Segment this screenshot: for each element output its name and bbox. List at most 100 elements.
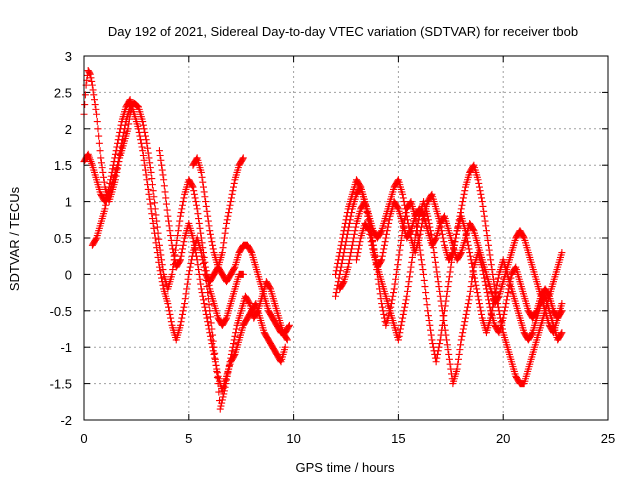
data-point bbox=[218, 249, 226, 257]
data-point bbox=[208, 238, 216, 246]
data-point bbox=[166, 227, 174, 235]
data-point bbox=[432, 263, 440, 271]
data-point bbox=[230, 352, 238, 360]
x-axis-label: GPS time / hours bbox=[296, 460, 395, 475]
data-point bbox=[445, 278, 453, 286]
data-point bbox=[146, 195, 154, 203]
data-point bbox=[488, 307, 496, 315]
data-point bbox=[377, 257, 385, 265]
data-point bbox=[141, 166, 149, 174]
data-point bbox=[438, 230, 446, 238]
data-point bbox=[446, 268, 454, 276]
data-point bbox=[139, 147, 147, 155]
data-point bbox=[151, 234, 159, 242]
data-point bbox=[428, 336, 436, 344]
data-point bbox=[480, 212, 488, 220]
data-point bbox=[420, 276, 428, 284]
data-point bbox=[151, 229, 159, 237]
data-point bbox=[404, 283, 412, 291]
data-point bbox=[201, 193, 209, 201]
data-point bbox=[375, 280, 383, 288]
data-point bbox=[139, 151, 147, 159]
data-point bbox=[97, 159, 105, 167]
data-point bbox=[482, 281, 490, 289]
data-point bbox=[103, 194, 111, 202]
data-point bbox=[178, 314, 186, 322]
data-point bbox=[205, 301, 213, 309]
data-point bbox=[137, 136, 145, 144]
data-point bbox=[348, 245, 356, 253]
data-point bbox=[192, 155, 200, 163]
data-point bbox=[95, 139, 103, 147]
data-point bbox=[204, 318, 212, 326]
data-point bbox=[141, 161, 149, 169]
data-point bbox=[379, 307, 387, 315]
data-point bbox=[466, 252, 474, 260]
data-point bbox=[223, 216, 231, 224]
data-point bbox=[133, 102, 141, 110]
data-point bbox=[388, 296, 396, 304]
data-point bbox=[356, 238, 364, 246]
data-point bbox=[156, 151, 164, 159]
data-point bbox=[88, 81, 96, 89]
data-point bbox=[111, 154, 119, 162]
data-point bbox=[155, 258, 163, 266]
data-point bbox=[442, 297, 450, 305]
data-point bbox=[342, 216, 350, 224]
data-point bbox=[426, 321, 434, 329]
data-point bbox=[227, 198, 235, 206]
data-point bbox=[205, 222, 213, 230]
data-point bbox=[474, 292, 482, 300]
data-point bbox=[369, 245, 377, 253]
data-point bbox=[338, 238, 346, 246]
data-point bbox=[155, 235, 163, 243]
data-point bbox=[406, 273, 414, 281]
data-point bbox=[419, 266, 427, 274]
y-tick-label: -2 bbox=[60, 413, 72, 428]
data-point bbox=[144, 149, 152, 157]
data-point bbox=[347, 249, 355, 257]
data-point bbox=[179, 307, 187, 315]
data-point bbox=[345, 259, 353, 267]
data-point bbox=[387, 303, 395, 311]
data-point bbox=[484, 236, 492, 244]
data-point bbox=[466, 292, 474, 300]
data-point bbox=[228, 190, 236, 198]
y-tick-label: 0 bbox=[65, 267, 72, 282]
data-point bbox=[394, 256, 402, 264]
data-point bbox=[414, 232, 422, 240]
y-tick-label: 3 bbox=[65, 49, 72, 64]
data-point bbox=[190, 238, 198, 246]
data-point bbox=[239, 154, 247, 162]
data-point bbox=[225, 205, 233, 213]
data-point bbox=[197, 280, 205, 288]
data-point bbox=[462, 310, 470, 318]
data-point bbox=[179, 198, 187, 206]
data-point bbox=[435, 343, 443, 351]
data-point bbox=[443, 341, 451, 349]
data-point bbox=[476, 303, 484, 311]
data-point bbox=[187, 259, 195, 267]
data-point bbox=[355, 245, 363, 253]
data-point bbox=[343, 212, 351, 220]
data-point bbox=[167, 236, 175, 244]
data-point bbox=[205, 325, 213, 333]
data-point bbox=[333, 263, 341, 271]
data-point bbox=[159, 281, 167, 289]
data-point bbox=[377, 295, 385, 303]
data-point bbox=[558, 249, 566, 257]
data-point bbox=[177, 209, 185, 217]
data-point bbox=[81, 101, 89, 109]
data-point bbox=[227, 194, 235, 202]
data-point bbox=[108, 168, 116, 176]
data-point bbox=[471, 278, 479, 286]
data-point bbox=[199, 259, 207, 267]
data-point bbox=[497, 318, 505, 326]
data-point bbox=[406, 268, 414, 276]
data-point bbox=[206, 329, 214, 337]
data-point bbox=[198, 289, 206, 297]
data-point bbox=[134, 125, 142, 133]
data-point bbox=[341, 219, 349, 227]
data-point bbox=[386, 307, 394, 315]
